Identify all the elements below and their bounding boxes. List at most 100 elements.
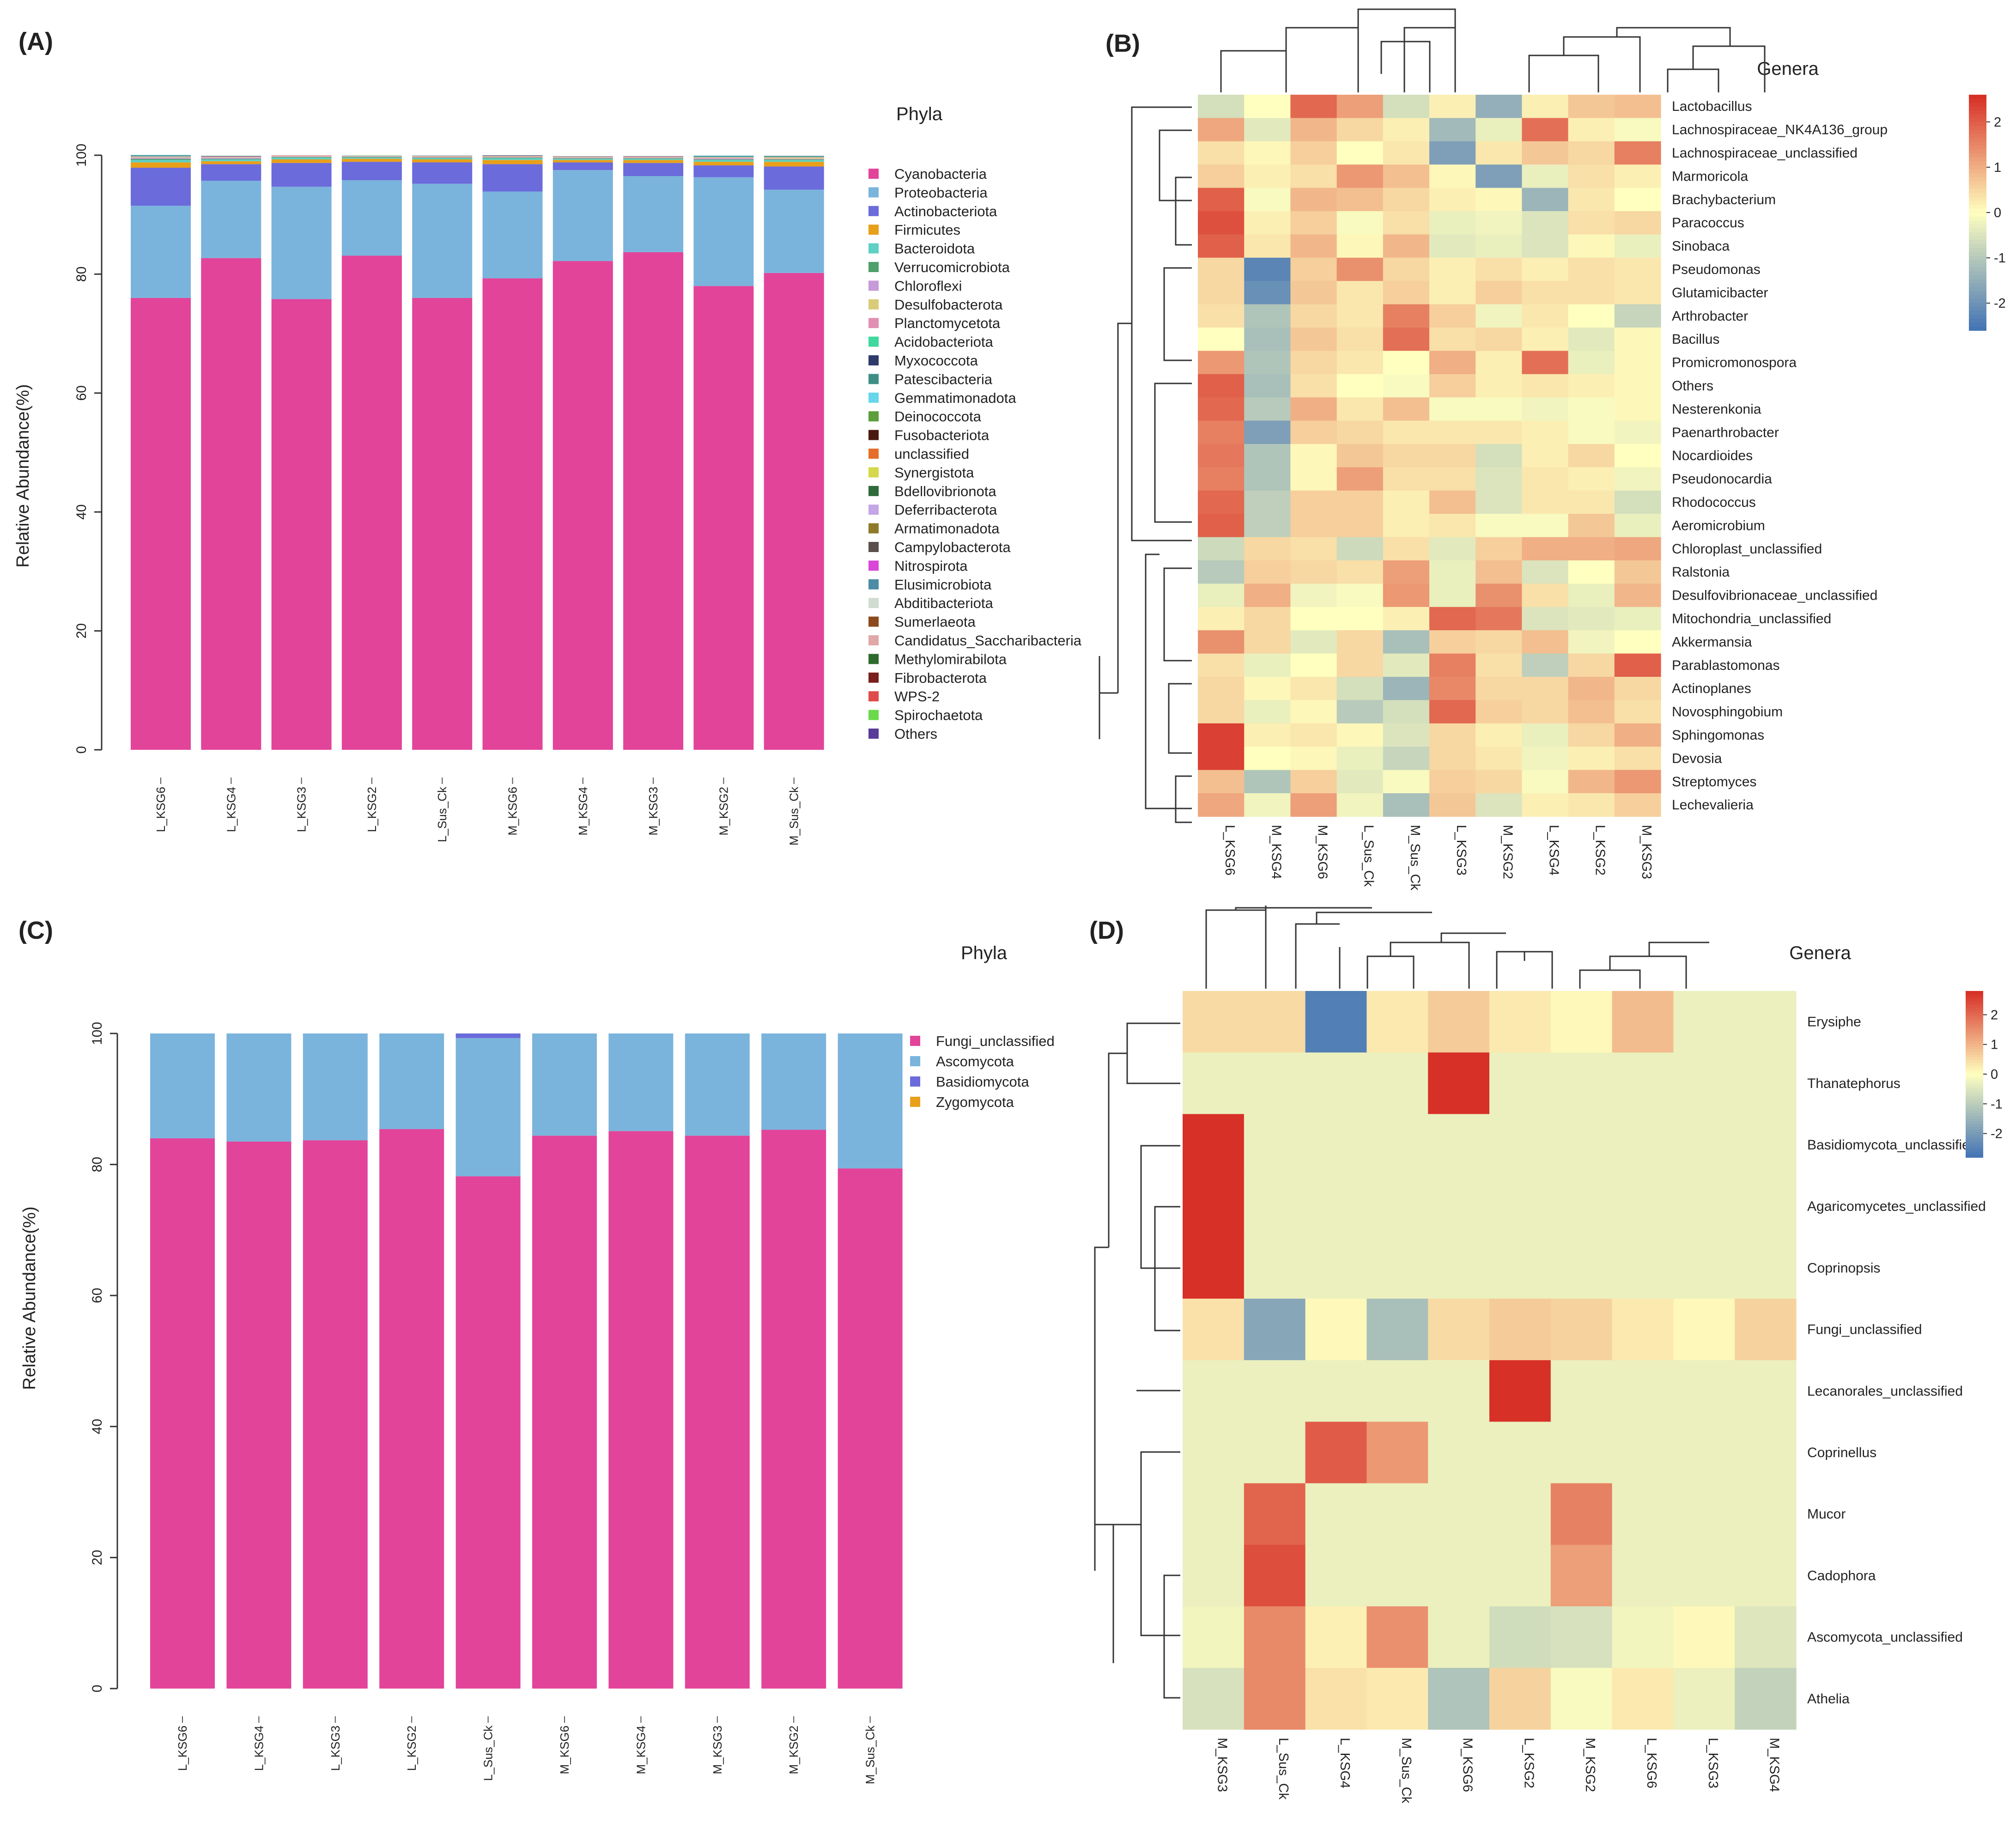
heatmap-cell (1244, 1606, 1306, 1668)
heatmap-cell (1735, 1606, 1797, 1668)
panel-d-dendrogram-tree (1205, 905, 1709, 989)
legend-label: Zygomycota (936, 1094, 1014, 1110)
x-tick-label: M_KSG4 (634, 1726, 648, 1774)
heatmap-cell (1336, 234, 1384, 258)
colorbar-band (1966, 1105, 1983, 1108)
bar-segment (271, 187, 332, 299)
legend-swatch (868, 206, 879, 216)
colorbar-band (1966, 1052, 1983, 1055)
column-label: M_KSG3 (1214, 1738, 1229, 1792)
heatmap-cell (1336, 351, 1384, 375)
heatmap-cell (1568, 653, 1615, 677)
heatmap-cell (1568, 141, 1615, 165)
panel-b-heatmap (1198, 95, 1661, 817)
heatmap-cell (1614, 560, 1661, 584)
heatmap-cell (1429, 490, 1476, 514)
legend-swatch (868, 504, 879, 515)
heatmap-cell (1428, 991, 1490, 1053)
heatmap-cell (1568, 537, 1615, 561)
heatmap-cell (1244, 1175, 1306, 1238)
heatmap-cell (1244, 351, 1291, 375)
legend-label: Acidobacteriota (894, 334, 993, 350)
colorbar-band (1969, 310, 1986, 315)
heatmap-cell (1336, 95, 1384, 118)
heatmap-cell (1366, 1422, 1428, 1484)
heatmap-cell (1336, 677, 1384, 700)
colorbar-band (1966, 1121, 1983, 1124)
heatmap-cell (1568, 583, 1615, 608)
colorbar-band (1969, 95, 1986, 99)
heatmap-cell (1383, 397, 1430, 421)
heatmap-cell (1489, 991, 1551, 1053)
bar-segment (693, 157, 754, 158)
heatmap-cell (1244, 164, 1291, 188)
row-label: Basidiomycota_unclassified (1807, 1137, 1978, 1153)
bar-segment (271, 155, 332, 156)
heatmap-cell (1428, 1052, 1490, 1114)
bar-segment (271, 158, 332, 160)
heatmap-cell (1522, 630, 1569, 654)
legend-label: Patescibacteria (894, 371, 993, 387)
heatmap-cell (1336, 164, 1384, 188)
heatmap-cell (1336, 420, 1384, 444)
heatmap-cell (1476, 770, 1522, 794)
heatmap-cell (1476, 351, 1522, 375)
heatmap-cell (1366, 1544, 1428, 1607)
row-label: Arthrobacter (1672, 309, 1748, 324)
heatmap-cell (1429, 444, 1476, 468)
heatmap-cell (1476, 188, 1522, 212)
bar-segment (271, 159, 332, 163)
legend-swatch (868, 169, 879, 179)
legend-swatch (868, 355, 879, 365)
heatmap-cell (1366, 991, 1428, 1053)
heatmap-cell (1522, 118, 1569, 142)
heatmap-cell (1489, 1175, 1551, 1238)
heatmap-cell (1428, 1483, 1490, 1545)
heatmap-cell (1383, 351, 1430, 375)
row-label: Desulfovibrionaceae_unclassified (1672, 588, 1877, 603)
column-label: M_Sus_Ck (1399, 1738, 1414, 1803)
x-tick-label: L_KSG2 (365, 787, 379, 832)
colorbar-band (1969, 146, 1986, 150)
bar-segment (623, 156, 684, 157)
colorbar-band (1966, 1074, 1983, 1077)
colorbar-band (1969, 295, 1986, 299)
heatmap-cell (1429, 653, 1476, 677)
heatmap-cell (1489, 1422, 1551, 1484)
colorbar-band (1966, 1057, 1983, 1061)
heatmap-cell (1336, 304, 1384, 328)
row-label: Aeromicrobium (1672, 518, 1765, 533)
heatmap-cell (1244, 1544, 1306, 1607)
heatmap-cell (1614, 351, 1661, 375)
heatmap-cell (1522, 420, 1569, 444)
bar-segment (341, 180, 402, 256)
heatmap-cell (1198, 700, 1245, 724)
heatmap-cell (1336, 607, 1384, 631)
colorbar-band (1969, 228, 1986, 233)
heatmap-cell (1568, 793, 1615, 817)
heatmap-cell (1244, 95, 1291, 118)
heatmap-cell (1244, 1237, 1306, 1299)
heatmap-cell (1244, 583, 1291, 608)
colorbar-band (1966, 1141, 1983, 1144)
heatmap-cell (1244, 444, 1291, 468)
panel-d-title: Genera (1789, 943, 1851, 963)
panel-b-colorbar: 2 1 0 -1 -2 (1969, 95, 2006, 331)
heatmap-cell (1673, 1175, 1735, 1238)
heatmap-cell (1614, 257, 1661, 281)
y-tick-label: 80 (74, 267, 89, 282)
heatmap-cell (1336, 328, 1384, 351)
heatmap-cell (1183, 1544, 1245, 1607)
heatmap-cell (1612, 1544, 1674, 1607)
colorbar-band (1966, 1116, 1983, 1119)
heatmap-cell (1383, 164, 1430, 188)
bar-segment (764, 160, 824, 162)
heatmap-cell (1428, 1114, 1490, 1176)
heatmap-cell (1612, 1299, 1674, 1361)
legend-swatch (868, 467, 879, 478)
panel-b-column-dendrogram (1220, 8, 1766, 92)
row-label: Nocardioides (1672, 448, 1753, 463)
bar-segment (201, 258, 261, 750)
bar-segment (131, 162, 191, 168)
row-label: Novosphingobium (1672, 705, 1783, 720)
